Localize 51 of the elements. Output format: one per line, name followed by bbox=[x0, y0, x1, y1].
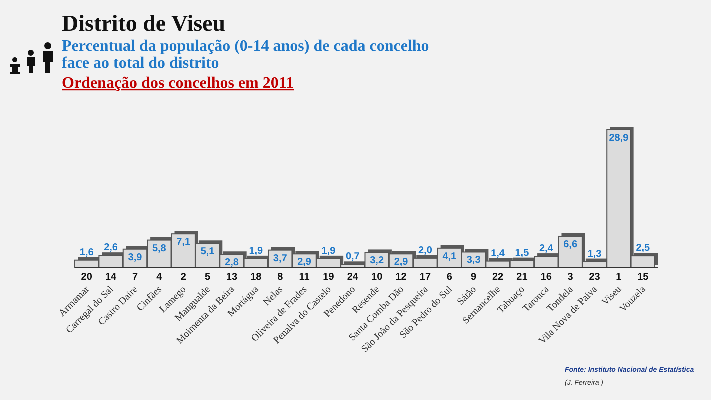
text: 3 bbox=[568, 272, 574, 283]
data-label: 3,3 bbox=[466, 255, 482, 266]
text: 24 bbox=[347, 272, 359, 283]
text: 16 bbox=[540, 272, 552, 283]
data-label: 1,4 bbox=[491, 248, 506, 260]
chart-title: Distrito de Viseu bbox=[62, 11, 226, 36]
text: 22 bbox=[492, 272, 504, 283]
data-label: 3,7 bbox=[273, 253, 288, 264]
text: 4 bbox=[156, 272, 163, 283]
text: 10 bbox=[372, 272, 384, 283]
text: 17 bbox=[420, 272, 432, 283]
text: 21 bbox=[516, 272, 528, 283]
text: 11 bbox=[299, 272, 310, 283]
text: 7 bbox=[132, 272, 138, 283]
text: Ordenação dos concelhos em 2011 bbox=[62, 75, 294, 92]
data-label: 2,0 bbox=[418, 245, 433, 256]
text: 5 bbox=[205, 272, 212, 283]
data-label: 1,9 bbox=[249, 246, 264, 257]
text: 19 bbox=[323, 272, 335, 283]
data-label: 5,1 bbox=[200, 246, 216, 258]
data-label: 28,9 bbox=[609, 133, 630, 144]
text: 20 bbox=[81, 272, 93, 283]
text: 2 bbox=[180, 272, 187, 283]
data-label: 1,5 bbox=[515, 248, 530, 259]
data-label: 2,6 bbox=[104, 242, 118, 254]
data-label: 3,2 bbox=[370, 256, 384, 267]
text: 23 bbox=[589, 272, 601, 283]
text: 8 bbox=[278, 272, 284, 283]
text: 12 bbox=[396, 272, 408, 283]
data-label: 1,6 bbox=[80, 247, 94, 258]
data-label: 6,6 bbox=[564, 239, 578, 250]
data-label: 5,8 bbox=[152, 243, 167, 254]
data-label: 0,7 bbox=[346, 252, 360, 263]
text: 1 bbox=[616, 272, 622, 283]
text: 6 bbox=[446, 272, 453, 283]
text: 18 bbox=[250, 272, 262, 283]
text: 9 bbox=[471, 272, 478, 283]
data-label: 2,8 bbox=[225, 258, 240, 269]
chart-subtitle: Percentual da população (0-14 anos) de cada concelho face ao total do distrito bbox=[62, 38, 430, 72]
data-label: 1,9 bbox=[322, 246, 336, 257]
text: 13 bbox=[226, 272, 238, 283]
data-label: 3,9 bbox=[128, 252, 143, 264]
data-label: 2,5 bbox=[636, 243, 651, 254]
data-label: 4,1 bbox=[442, 251, 458, 262]
data-label: 7,1 bbox=[176, 237, 191, 248]
data-label: 1,3 bbox=[588, 248, 602, 260]
data-label: 2,4 bbox=[539, 244, 554, 255]
text: 14 bbox=[105, 272, 118, 283]
text: 15 bbox=[638, 272, 650, 283]
data-label: 2,9 bbox=[394, 257, 409, 268]
data-label: 2,9 bbox=[298, 257, 312, 268]
